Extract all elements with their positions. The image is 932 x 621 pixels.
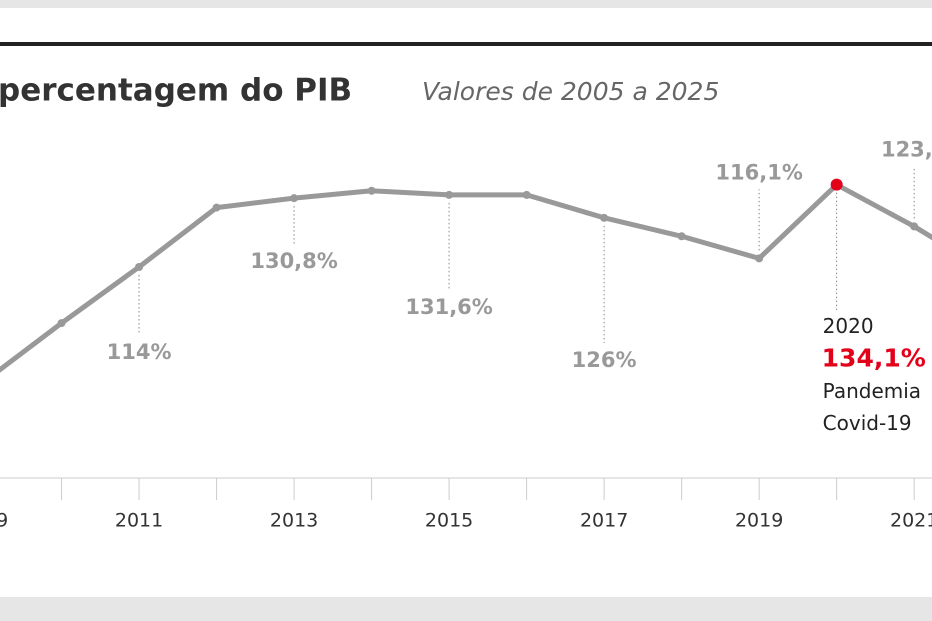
value-label: 131,6% <box>405 295 492 319</box>
data-line <box>0 182 932 373</box>
x-tick-label: 2017 <box>580 510 628 532</box>
value-label: 134,1% <box>822 344 926 373</box>
x-tick-label: 2011 <box>115 510 163 532</box>
data-point <box>755 254 764 263</box>
data-point <box>367 186 376 195</box>
value-label: 123,9 <box>881 137 932 161</box>
value-label: 126% <box>572 348 637 372</box>
data-point <box>522 190 531 199</box>
x-tick-label: 2013 <box>270 510 318 532</box>
value-label: 130,8% <box>250 249 337 273</box>
data-point <box>290 194 299 203</box>
data-point <box>212 203 221 212</box>
x-tick-label: 2015 <box>425 510 473 532</box>
data-point <box>600 213 609 222</box>
x-tick-label: 2019 <box>735 510 783 532</box>
annotation-text: Pandemia <box>823 379 921 403</box>
bottom-band <box>0 597 932 621</box>
top-band <box>0 0 932 8</box>
chart-subtitle: Valores de 2005 a 2025 <box>422 77 719 106</box>
data-point <box>830 178 843 191</box>
annotation-text: Covid-19 <box>823 411 912 435</box>
data-point <box>677 232 686 241</box>
data-point <box>445 190 454 199</box>
value-label: 114% <box>107 340 172 364</box>
x-tick-label: 2009 <box>0 510 8 532</box>
top-rule <box>0 42 932 46</box>
chart-title: percentagem do PIB <box>0 73 352 109</box>
data-point <box>57 319 66 328</box>
value-label: 116,1% <box>715 160 802 184</box>
data-point <box>135 262 144 271</box>
data-point <box>910 222 919 231</box>
annotation-year: 2020 <box>823 314 874 338</box>
